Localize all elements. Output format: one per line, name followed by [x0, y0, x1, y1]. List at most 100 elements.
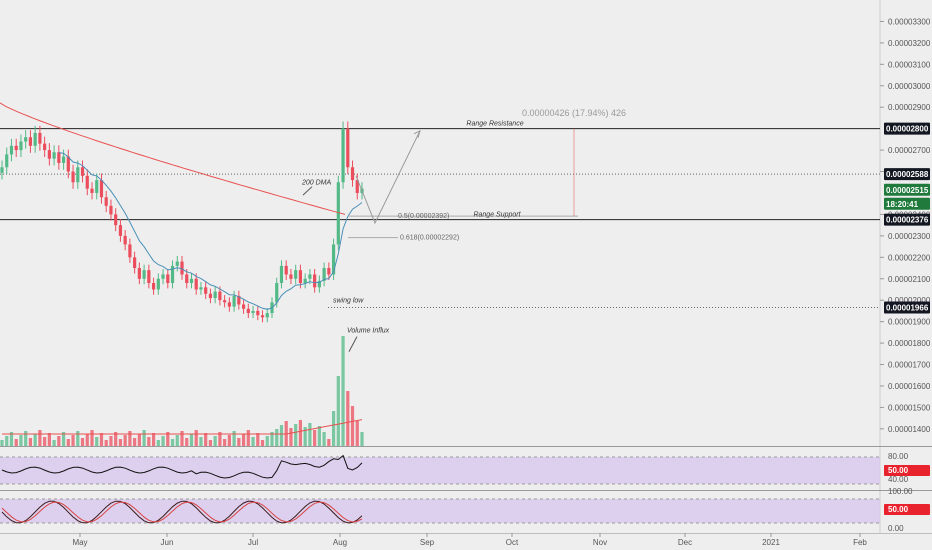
candle-body — [289, 274, 293, 279]
price-tick-label: 0.00002000 — [888, 296, 931, 305]
candle-body — [251, 310, 255, 314]
swing-low-label: swing low — [333, 297, 364, 304]
time-tick-label: Sep — [420, 538, 435, 547]
volume-bars — [0, 336, 364, 446]
volume-bar — [90, 430, 94, 446]
rsi-line — [1, 454, 363, 479]
price-tick-label: 0.00003200 — [888, 39, 931, 48]
volume-bar — [199, 437, 203, 446]
candle-body — [322, 268, 326, 281]
candle-body — [204, 287, 208, 294]
price-tag: 0.00002376 — [884, 213, 930, 226]
candle-body — [194, 278, 198, 290]
price-tick-label: 0.00002700 — [888, 146, 931, 155]
short-ma-line — [58, 152, 363, 310]
time-tick-label: Jun — [161, 538, 174, 547]
candle-body — [5, 154, 9, 168]
volume-bar — [298, 420, 303, 446]
candle-body — [142, 270, 146, 279]
volume-bar — [275, 429, 279, 446]
time-tick-label: Feb — [853, 538, 867, 547]
candle-body — [123, 235, 127, 245]
volume-bar — [241, 434, 246, 446]
candle-body — [246, 308, 250, 314]
candle-body — [151, 283, 156, 290]
candle-body — [95, 180, 99, 193]
volume-pointer — [348, 336, 358, 352]
volume-bar — [38, 430, 42, 446]
volume-ma — [2, 419, 363, 435]
volume-bar — [128, 431, 132, 446]
candle-body — [24, 137, 28, 142]
volume-bar — [24, 431, 28, 446]
candle-body — [52, 152, 56, 159]
price-tag: 0.00001966 — [884, 301, 930, 314]
volume-bar — [223, 439, 227, 446]
price-tag-label: 0.00002515 — [886, 186, 929, 195]
volume-bar — [76, 431, 80, 446]
volume-bar — [341, 336, 345, 446]
volume-bar — [289, 428, 293, 446]
candle-body — [47, 150, 51, 159]
candle-body — [114, 214, 118, 226]
volume-bar — [350, 406, 355, 446]
volume-bar — [85, 434, 89, 446]
candle-body — [61, 156, 66, 163]
dma-pointer — [302, 186, 313, 196]
volume-bar — [5, 436, 9, 446]
volume-bar — [294, 424, 298, 446]
candle-body — [232, 295, 236, 307]
price-tag: 0.00002588 — [884, 168, 930, 181]
candle-body — [170, 265, 175, 284]
price-axis-panel — [880, 0, 932, 550]
volume-bar — [52, 440, 56, 446]
volume-bar — [336, 376, 340, 446]
volume-bar — [232, 431, 236, 446]
stoch-k-line — [1, 500, 363, 524]
candle-body — [303, 278, 307, 284]
candle-body — [133, 257, 137, 269]
candle-body — [294, 270, 298, 279]
projection-arrow — [355, 130, 421, 225]
measure-label: 0.00000426 (17.94%) 426 — [522, 108, 626, 118]
price-tick-label: 0.00001700 — [888, 361, 931, 370]
candle-body — [185, 274, 189, 284]
fib-0618-label: 0.618(0.00002292) — [400, 235, 459, 242]
volume-bar — [279, 425, 284, 446]
candle-body — [308, 274, 312, 279]
volume-bar — [19, 435, 23, 446]
candle-body — [327, 268, 331, 275]
candle-body — [208, 293, 213, 299]
candle-body — [346, 128, 350, 168]
volume-bar — [99, 433, 104, 446]
volume-bar — [218, 432, 222, 446]
candle-body — [147, 270, 151, 284]
price-tick-label: 0.00003000 — [888, 82, 931, 91]
volume-bar — [322, 432, 326, 446]
candle-body — [279, 265, 284, 284]
candle-body — [109, 205, 113, 215]
candle-body — [43, 143, 47, 151]
volume-bar — [227, 435, 231, 446]
candle-body — [9, 145, 14, 155]
fib-05-label: 0.5(0.00002392) — [398, 213, 449, 220]
candle-body — [99, 180, 104, 198]
rsi-value-tag — [884, 465, 930, 476]
volume-bar — [256, 433, 260, 446]
volume-bar — [189, 434, 194, 446]
candle-body — [331, 244, 336, 275]
volume-bar — [14, 439, 18, 446]
price-tick-label: 0.00001400 — [888, 425, 931, 434]
volume-bar — [156, 440, 160, 446]
time-tick-label: Dec — [678, 538, 692, 547]
price-tick-label: 0.00001800 — [888, 339, 931, 348]
stoch-value-label: 50.00 — [888, 505, 909, 514]
candle-body — [14, 145, 18, 151]
volume-bar — [133, 438, 137, 446]
projection-arrowhead — [413, 129, 421, 138]
time-tick-label: Oct — [506, 538, 519, 547]
price-tag: 18:20:41 — [884, 197, 930, 210]
rsi-value-label: 50.00 — [888, 466, 909, 475]
time-tick-label: Nov — [593, 538, 607, 547]
candle-body — [199, 287, 203, 290]
